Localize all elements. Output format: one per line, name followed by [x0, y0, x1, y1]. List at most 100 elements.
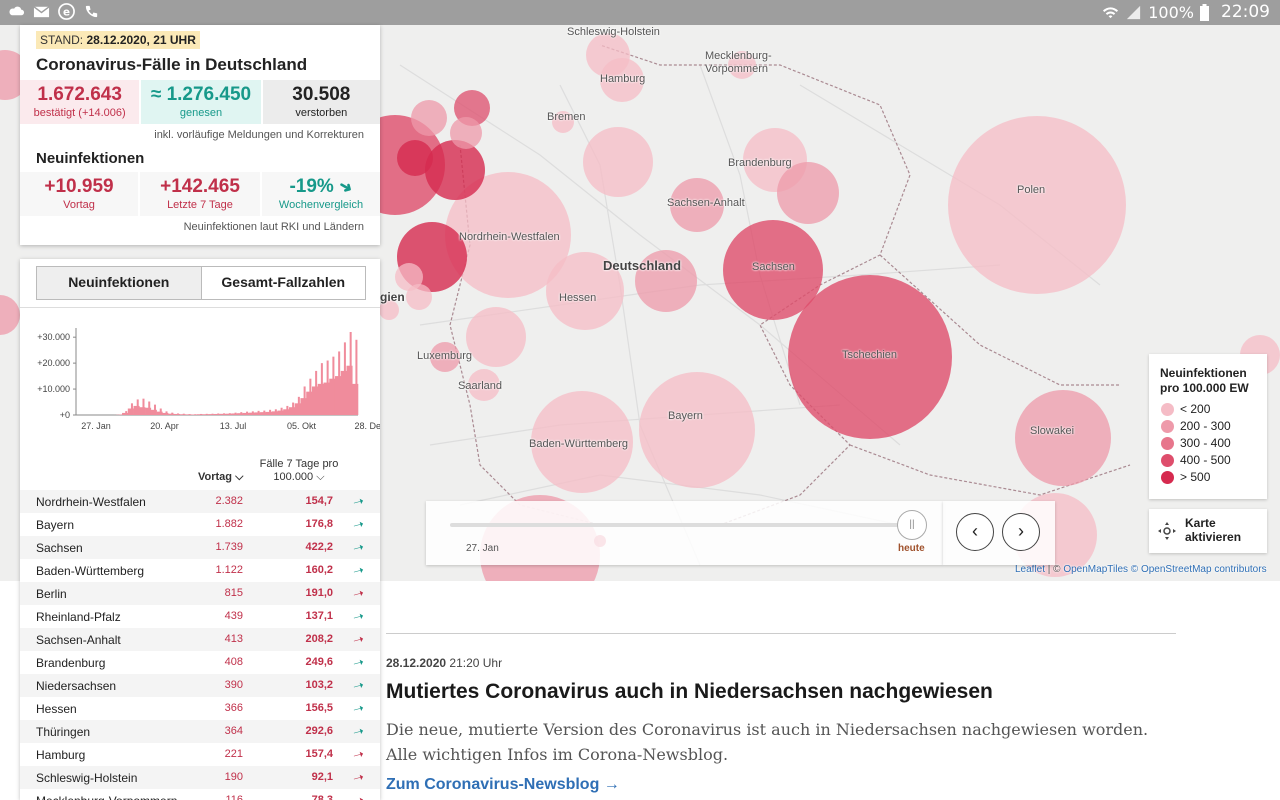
slider-track[interactable]: [450, 523, 900, 527]
bubble-nl-3: [454, 90, 490, 126]
confirmed-stat: 1.672.643 bestätigt (+14.006): [20, 80, 140, 124]
chart-bar-peak: [257, 410, 260, 415]
chart-bar: [334, 376, 342, 415]
chart-bar: [225, 413, 232, 415]
map-borders: [449, 44, 1131, 526]
recovered-stat: ≈ 1.276.450 genesen: [141, 80, 261, 124]
legend-swatch: [1161, 453, 1174, 467]
map-label-luxemburg: Luxemburg: [417, 350, 473, 362]
col-header-week-line2: 100.000: [273, 471, 314, 483]
chart-bar: [162, 412, 169, 415]
article-headline[interactable]: Mutiertes Coronavirus auch in Niedersach…: [386, 680, 993, 703]
chart-bar: [231, 413, 238, 415]
chart-bar-peak: [177, 413, 180, 415]
map-label-bayern: Bayern: [668, 410, 703, 422]
leaflet-link[interactable]: Leaflet: [1015, 564, 1046, 575]
trend-up-arrow-icon: ➝: [351, 561, 366, 580]
chart-bar: [311, 386, 319, 415]
bubble-thueringen: [635, 250, 697, 312]
col-header-week[interactable]: Fälle 7 Tage pro 100.000 ⌵: [254, 458, 344, 484]
chart-bar-peak: [194, 414, 197, 415]
sort-chevron-icon: ⌵: [316, 471, 325, 483]
map-label-mecklenburg: Mecklenburg- Vorpommern: [705, 50, 772, 75]
chart-bar-peak: [355, 339, 358, 415]
legend-item: < 200: [1161, 402, 1210, 416]
chart-bar-peak: [188, 414, 191, 415]
week-incidence: 103,2: [305, 679, 333, 691]
table-row[interactable]: Thüringen 364 292,6 ➝: [20, 720, 380, 743]
legend-swatch: [1161, 436, 1174, 450]
table-row[interactable]: Hessen 366 156,5 ➝: [20, 697, 380, 720]
x-tick-label: 28. Dez: [354, 421, 380, 431]
totals-note: inkl. vorläufige Meldungen und Korrektur…: [154, 129, 364, 141]
chart-bar: [185, 414, 192, 415]
table-row[interactable]: Sachsen 1.739 422,2 ➝: [20, 536, 380, 559]
chart-bar-peak: [223, 413, 226, 415]
slider-handle[interactable]: ||: [897, 510, 927, 540]
legend-item: 200 - 300: [1161, 419, 1231, 433]
new-infections-row: +10.959 Vortag +142.465 Letzte 7 Tage -1…: [20, 172, 380, 216]
y-tick-label: +0: [60, 410, 70, 420]
clock: 22:09: [1221, 2, 1270, 22]
bubble-belgium-2: [397, 140, 433, 176]
slider-end-label: heute: [898, 543, 925, 554]
prev-day-value: +10.959: [44, 176, 114, 197]
col-header-prev-label: Vortag: [198, 471, 233, 483]
newsblog-link[interactable]: Zum Coronavirus-Newsblog →: [386, 776, 620, 793]
deaths-stat: 30.508 verstorben: [262, 80, 380, 124]
tab-total-cases[interactable]: Gesamt-Fallzahlen: [221, 274, 346, 290]
chevron-left-icon: ‹: [972, 521, 978, 541]
osm-link[interactable]: © OpenStreetMap contributors: [1130, 564, 1267, 575]
next-button[interactable]: ›: [1002, 513, 1040, 551]
chart-bar-peak: [240, 412, 243, 415]
table-row[interactable]: Nordrhein-Westfalen 2.382 154,7 ➝: [20, 490, 380, 513]
col-header-prev[interactable]: Vortag ⌵: [198, 471, 243, 484]
summary-panel: STAND: 28.12.2020, 21 UHR Coronavirus-Fä…: [20, 25, 380, 245]
legend-label: 400 - 500: [1180, 453, 1231, 467]
bubble-niedersachsen: [583, 127, 653, 197]
table-row[interactable]: Sachsen-Anhalt 413 208,2 ➝: [20, 628, 380, 651]
table-row[interactable]: Rheinland-Pfalz 439 137,1 ➝: [20, 605, 380, 628]
map-label-hamburg: Hamburg: [600, 73, 646, 85]
previous-button[interactable]: ‹: [956, 513, 994, 551]
table-row[interactable]: Baden-Württemberg 1.122 160,2 ➝: [20, 559, 380, 582]
phone-wifi-icon: [85, 5, 98, 18]
state-name: Mecklenburg-Vorpommern: [36, 794, 177, 800]
table-row[interactable]: Niedersachsen 390 103,2 ➝: [20, 674, 380, 697]
table-row[interactable]: Berlin 815 191,0 ➝: [20, 582, 380, 605]
chart-bar: [254, 412, 261, 415]
chart-bar: [340, 370, 347, 415]
chart-bar: [208, 414, 215, 415]
move-icon: [1158, 522, 1176, 540]
map-label-saarland: Saarland: [458, 380, 503, 392]
legend-title: Neuinfektionen pro 100.000 EW: [1160, 366, 1249, 395]
chart-bar: [242, 412, 249, 415]
chart-bar: [139, 407, 146, 415]
y-tick-label: +20.000: [37, 358, 70, 368]
state-name: Berlin: [36, 587, 67, 601]
chart-bar: [145, 407, 152, 415]
table-row[interactable]: Mecklenburg-Vorpommern 116 78,3 ➝: [20, 789, 380, 800]
table-row[interactable]: Bayern 1.882 176,8 ➝: [20, 513, 380, 536]
chart-bar-peak: [148, 401, 151, 415]
chart-bar: [294, 403, 301, 415]
battery-level: 100%: [1148, 2, 1194, 22]
chart-bar: [306, 391, 313, 415]
chart-bar: [191, 414, 198, 415]
chart-bar-peak: [332, 356, 335, 415]
new-infections-chart: +30.000 +20.000 +10.000 +0 27. Jan 20. Apr 13.…: [37, 328, 380, 431]
state-name: Brandenburg: [36, 656, 106, 670]
data-timestamp: STAND: 28.12.2020, 21 UHR: [36, 31, 200, 49]
last7-value: +142.465: [160, 176, 240, 197]
activate-map-button[interactable]: Karte aktivieren: [1149, 509, 1267, 553]
table-row[interactable]: Brandenburg 408 249,6 ➝: [20, 651, 380, 674]
table-row[interactable]: Schleswig-Holstein 190 92,1 ➝: [20, 766, 380, 789]
chart-bar: [196, 414, 203, 415]
openmaptiles-link[interactable]: OpenMapTiles: [1063, 564, 1129, 575]
chart-bar-peak: [274, 409, 277, 415]
news-teaser: 28.12.2020 21:20 Uhr Mutiertes Coronavir…: [386, 633, 1176, 793]
bubble-rheinland-pfalz: [466, 307, 526, 367]
table-row[interactable]: Hamburg 221 157,4 ➝: [20, 743, 380, 766]
x-tick-label: 13. Jul: [220, 421, 247, 431]
tab-new-infections[interactable]: Neuinfektionen: [37, 267, 202, 299]
